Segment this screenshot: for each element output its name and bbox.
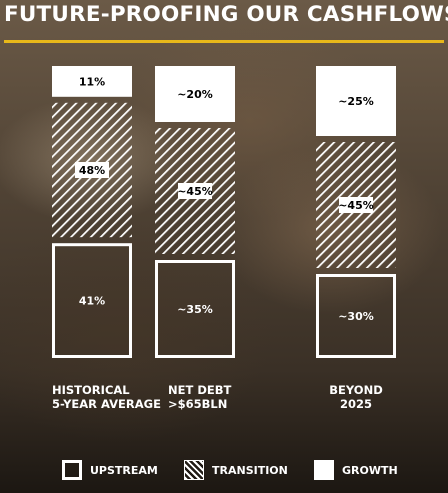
- title-underline: [4, 40, 444, 43]
- category-label-net-debt: NET DEBT >$65BLN: [168, 383, 231, 411]
- category-label-line: 2025: [339, 397, 372, 411]
- bar-upstream-net-debt: [155, 260, 235, 358]
- category-label-line: BEYOND: [329, 383, 383, 397]
- label-bg-net-debt: [178, 183, 212, 199]
- value-label-growth-net-debt: ~20%: [177, 88, 213, 101]
- bar-growth-historical: [52, 66, 132, 97]
- legend-label-transition: TRANSITION: [212, 463, 288, 477]
- legend-item-transition: TRANSITION: [184, 460, 288, 480]
- legend-swatch-transition: [184, 460, 204, 480]
- category-label-beyond-2025: BEYOND 2025: [316, 383, 396, 411]
- legend-item-upstream: UPSTREAM: [62, 460, 158, 480]
- value-label-growth-historical: 11%: [79, 75, 105, 88]
- bar-growth-beyond-2025: [316, 66, 396, 136]
- value-label-growth-beyond-2025: ~25%: [338, 95, 374, 108]
- category-label-historical: HISTORICAL 5-YEAR AVERAGE: [52, 383, 161, 411]
- page-title: FUTURE-PROOFING OUR CASHFLOWS: [4, 2, 448, 27]
- category-label-line: HISTORICAL: [52, 383, 130, 397]
- value-label-transition-net-debt: ~45%: [177, 185, 213, 198]
- legend-swatch-upstream: [62, 460, 82, 480]
- value-label-upstream-net-debt: ~35%: [177, 303, 213, 316]
- value-label-upstream-historical: 41%: [79, 295, 105, 308]
- value-label-transition-historical: 48%: [79, 164, 105, 177]
- legend-label-upstream: UPSTREAM: [90, 463, 158, 477]
- category-label-line: NET DEBT: [168, 383, 232, 397]
- value-label-upstream-beyond-2025: ~30%: [338, 310, 374, 323]
- label-bg-historical: [75, 162, 109, 178]
- bar-upstream-historical: [52, 243, 132, 358]
- bar-growth-net-debt: [155, 66, 235, 122]
- legend-label-growth: GROWTH: [342, 463, 398, 477]
- legend-item-growth: GROWTH: [314, 460, 398, 480]
- label-bg-beyond-2025: [339, 197, 373, 213]
- legend-swatch-growth: [314, 460, 334, 480]
- value-label-transition-beyond-2025: ~45%: [338, 199, 374, 212]
- bar-upstream-beyond-2025: [316, 274, 396, 358]
- category-label-line: 5-YEAR AVERAGE: [52, 397, 161, 411]
- category-label-line: >$65BLN: [168, 397, 228, 411]
